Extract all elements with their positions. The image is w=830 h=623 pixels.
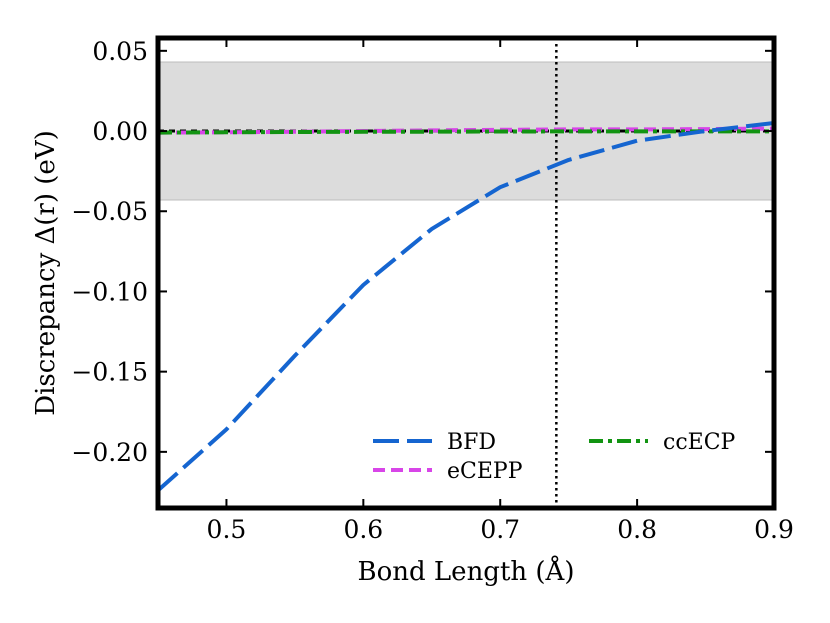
plot-area [158,38,774,508]
series-line-ccecp [158,129,774,135]
x-tick-label: 0.5 [207,515,247,544]
x-tick-label: 0.9 [754,515,794,544]
plot-frame [155,35,777,511]
y-tick-label: −0.20 [71,438,148,467]
legend: BFD eCEPP ccECP [373,430,736,484]
y-tick-label: −0.15 [71,358,148,387]
y-tick-label: −0.05 [71,197,148,226]
legend-label-bfd: BFD [447,430,496,455]
x-tick-label: 0.6 [343,515,383,544]
y-tick-label: −0.10 [71,277,148,306]
legend-label-ecepp: eCEPP [447,459,523,484]
legend-label-ccecp: ccECP [663,430,736,455]
y-axis-label: Discrepancy Δ(r) (eV) [31,130,61,416]
x-axis-label: Bond Length (Å) [358,555,575,587]
y-tick-label: 0.05 [92,37,148,66]
x-tick-label: 0.8 [617,515,657,544]
series-line-bfd [158,121,774,492]
y-tick-label: 0.00 [92,117,148,146]
x-tick-label: 0.7 [480,515,520,544]
